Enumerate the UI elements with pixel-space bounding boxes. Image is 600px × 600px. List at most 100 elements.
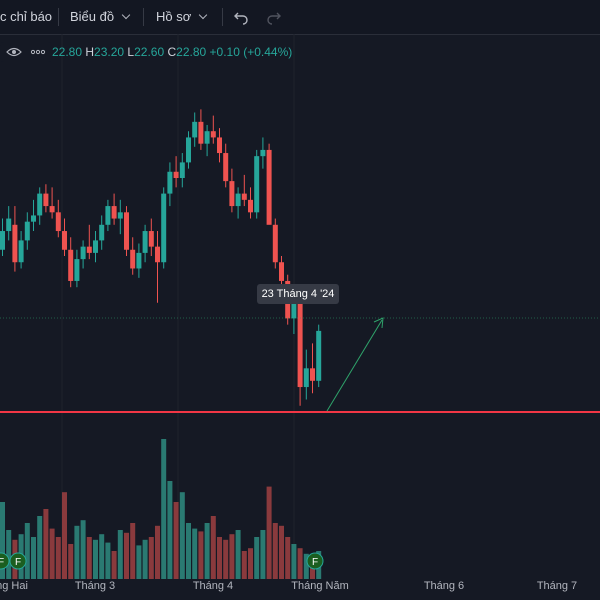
volume-bar — [130, 523, 136, 579]
volume-bar — [198, 531, 204, 579]
close-label: C — [167, 45, 177, 59]
volume-bar — [124, 532, 129, 579]
candle — [136, 243, 142, 278]
candle — [18, 231, 24, 269]
volume-bar — [117, 530, 123, 579]
candle — [37, 187, 43, 225]
candle — [192, 112, 198, 147]
candles — [0, 109, 322, 406]
earnings-marker-label: F — [0, 557, 4, 568]
volume-bar — [6, 530, 12, 579]
redo-icon[interactable] — [266, 9, 282, 25]
volume-bar — [148, 537, 154, 579]
toolbar-divider — [222, 8, 223, 26]
volume-bar — [235, 530, 241, 579]
low-value: 22.60 — [134, 45, 165, 59]
volume-bar — [254, 537, 260, 579]
volume-bar — [229, 534, 235, 579]
candle — [155, 231, 160, 303]
candle — [86, 224, 92, 260]
event-markers[interactable]: F F F — [0, 552, 324, 570]
open-value: 22.80 — [52, 45, 83, 59]
volume-bar — [272, 523, 278, 579]
profile-label: Hồ sơ — [156, 9, 192, 24]
more-dots-icon[interactable] — [30, 49, 46, 55]
volume-bar — [105, 542, 111, 579]
candle — [254, 149, 260, 219]
legend-controls — [0, 42, 52, 62]
earnings-marker[interactable] — [9, 552, 27, 570]
volume-bar — [291, 544, 297, 579]
candle — [161, 187, 167, 269]
close-value: 22.80 — [176, 45, 207, 59]
chevron-down-icon — [199, 10, 208, 20]
candle — [117, 199, 123, 235]
profile-button[interactable]: Hồ sơ — [156, 9, 208, 24]
volume-bar — [74, 525, 80, 579]
volume-bar — [68, 544, 74, 579]
trend-arrow[interactable] — [326, 317, 384, 412]
candle — [198, 109, 204, 150]
volume-bar — [279, 525, 284, 579]
candle — [241, 174, 247, 207]
candle — [167, 162, 173, 207]
candle — [310, 343, 315, 394]
volume-bar — [99, 534, 105, 579]
candle — [217, 128, 222, 163]
candle — [68, 237, 74, 288]
indicators-button[interactable]: c chỉ báo — [0, 9, 53, 24]
candle — [74, 249, 80, 288]
toolbar-divider — [58, 8, 59, 26]
chevron-down-icon — [121, 10, 131, 20]
volume-bar — [111, 551, 117, 579]
volume-bar — [161, 439, 167, 579]
volume-bar — [260, 530, 266, 579]
chart-type-button[interactable]: Biểu đồ — [70, 9, 131, 24]
volume-bar — [142, 539, 148, 579]
volume-bar — [303, 553, 309, 579]
volume-bar — [210, 516, 216, 579]
candle — [272, 218, 278, 269]
volume-bar — [136, 545, 142, 579]
volume-bar — [155, 525, 160, 579]
candle — [142, 224, 148, 263]
candle — [173, 156, 179, 188]
x-axis-label: Tháng Năm — [291, 580, 349, 592]
earnings-marker-label: F — [15, 557, 21, 568]
candle — [55, 199, 61, 238]
candle — [266, 143, 272, 225]
volume-bar — [55, 537, 61, 579]
volume-bar — [223, 539, 229, 579]
candle — [99, 215, 105, 250]
volume-bar — [43, 509, 49, 579]
eye-icon[interactable] — [6, 46, 22, 58]
candle — [124, 206, 129, 256]
candle — [0, 218, 5, 256]
candle — [297, 293, 303, 406]
volume-bars — [0, 439, 322, 579]
earnings-marker[interactable] — [306, 552, 324, 570]
x-axis-label: Tháng 6 — [423, 580, 465, 592]
earnings-marker[interactable] — [0, 552, 10, 570]
candle — [49, 187, 55, 219]
volume-bar — [285, 537, 291, 579]
candle — [24, 212, 30, 250]
volume-bar — [93, 539, 98, 579]
top-toolbar: c chỉ báo Biểu đồ Hồ sơ — [0, 0, 600, 35]
price-chart[interactable]: F F F — [0, 34, 600, 600]
undo-icon[interactable] — [233, 9, 249, 25]
candle — [12, 206, 18, 272]
candle — [248, 187, 253, 219]
volume-bar — [179, 492, 185, 579]
low-label: L — [127, 45, 135, 59]
chart-type-label: Biểu đồ — [70, 9, 115, 24]
candle — [279, 256, 284, 288]
volume-bar — [49, 528, 55, 579]
candle — [229, 168, 235, 213]
candle — [210, 115, 216, 144]
candle — [43, 184, 49, 213]
x-axis-label: Tháng 7 — [536, 580, 578, 592]
volume-bar — [24, 523, 30, 579]
candle — [303, 349, 309, 400]
volume-bar — [266, 486, 272, 579]
